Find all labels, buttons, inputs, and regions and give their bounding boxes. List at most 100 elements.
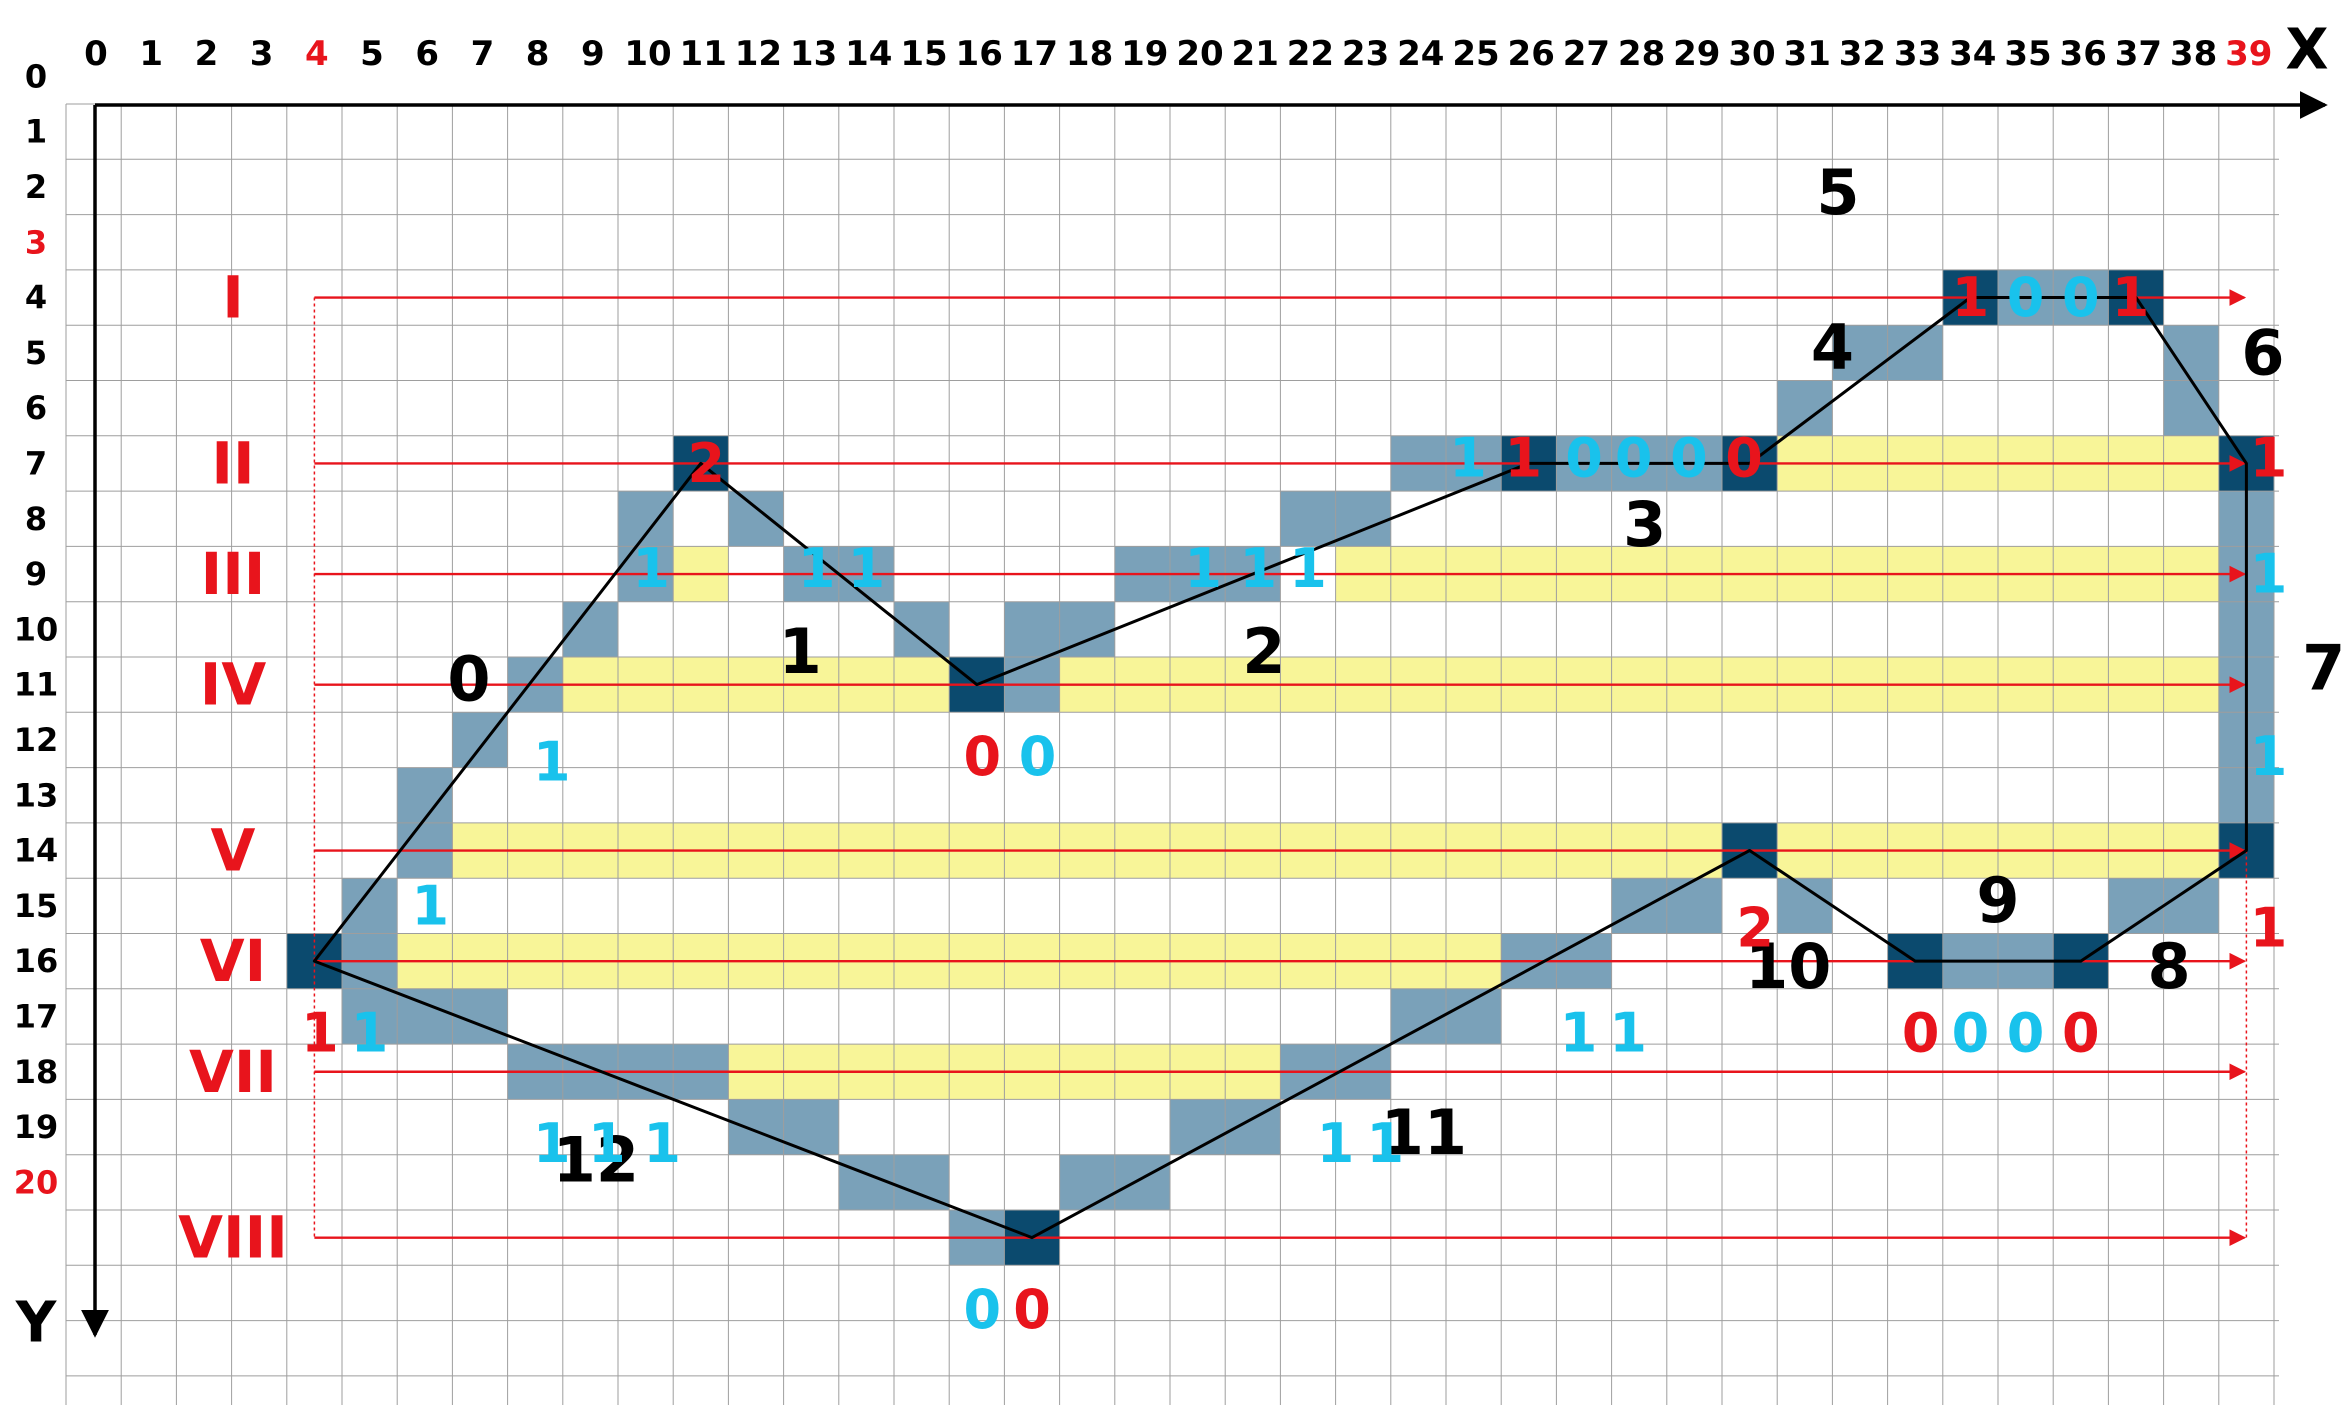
edge-number: 4 xyxy=(1811,311,1854,384)
y-tick-label: 7 xyxy=(25,444,47,482)
y-tick-label: 4 xyxy=(25,279,47,317)
y-tick-label: 20 xyxy=(14,1163,59,1201)
intersection-count: 1 xyxy=(2112,266,2150,329)
x-tick-label: 24 xyxy=(1397,34,1444,74)
edge-cell xyxy=(342,988,398,1045)
x-tick-label: 7 xyxy=(471,34,495,74)
intersection-count: 0 xyxy=(2062,1002,2100,1065)
intersection-count: 1 xyxy=(1366,1112,1404,1175)
scanline-numeral: II xyxy=(211,429,254,497)
edge-number: 0 xyxy=(447,643,490,716)
x-tick-label: 5 xyxy=(360,34,384,74)
scanline-numeral: VIII xyxy=(178,1204,288,1272)
intersection-count: 1 xyxy=(412,874,450,937)
y-tick-label: 10 xyxy=(14,610,59,648)
x-tick-label: 18 xyxy=(1066,34,1113,74)
edge-number: 11 xyxy=(1381,1096,1467,1169)
edge-number: 8 xyxy=(2148,930,2191,1003)
intersection-count: 0 xyxy=(964,725,1002,788)
edge-number: 12 xyxy=(553,1124,639,1197)
x-tick-label: 14 xyxy=(845,34,892,74)
edge-number: 6 xyxy=(2241,316,2284,389)
x-tick-label: 34 xyxy=(1949,34,1996,74)
edge-number: 10 xyxy=(1745,930,1831,1003)
intersection-count: 1 xyxy=(1289,537,1327,600)
intersection-count: 2 xyxy=(688,432,726,495)
intersection-count: 1 xyxy=(533,1112,571,1175)
x-tick-label: 38 xyxy=(2170,34,2217,74)
x-tick-label: 22 xyxy=(1287,34,1334,74)
x-tick-label: 20 xyxy=(1176,34,1223,74)
intersection-count: 0 xyxy=(1615,426,1653,489)
x-tick-label: 21 xyxy=(1232,34,1279,74)
intersection-count: 1 xyxy=(1449,426,1487,489)
intersection-count: 0 xyxy=(1902,1002,1940,1065)
x-tick-label: 9 xyxy=(581,34,605,74)
y-tick-label: 9 xyxy=(25,555,47,593)
intersection-count: 0 xyxy=(964,1278,1002,1341)
x-tick-label: 16 xyxy=(956,34,1003,74)
y-tick-label: 18 xyxy=(14,1053,59,1091)
y-tick-label: 8 xyxy=(25,500,47,538)
edge-number: 3 xyxy=(1623,488,1666,561)
intersection-count: 1 xyxy=(1952,266,1990,329)
edge-cell xyxy=(342,878,398,934)
intersection-count: 0 xyxy=(2007,1002,2045,1065)
x-tick-label: 2 xyxy=(195,34,219,74)
x-tick-label: 6 xyxy=(415,34,439,74)
x-tick-label: 23 xyxy=(1342,34,1389,74)
y-tick-label: 6 xyxy=(25,389,47,427)
intersection-count: 1 xyxy=(533,731,571,794)
intersection-count: 1 xyxy=(1184,537,1222,600)
y-axis-label: Y xyxy=(15,1291,58,1356)
intersection-count: 0 xyxy=(2062,266,2100,329)
y-tick-label: 16 xyxy=(14,942,59,980)
polygon-outline xyxy=(312,296,2248,1240)
x-tick-label: 39 xyxy=(2225,34,2272,74)
y-tick-label: 2 xyxy=(25,168,47,206)
x-tick-label: 19 xyxy=(1121,34,1168,74)
edge-cell xyxy=(1446,988,1502,1045)
x-tick-label: 25 xyxy=(1452,34,1499,74)
x-tick-label: 4 xyxy=(305,34,329,74)
label-layer: 0 1 2 3 4 5 6 7 8 9 10 11 12 13 14 15 16 17 18 19 20 21 22 23 24… xyxy=(14,18,2346,1356)
polygon-layer xyxy=(312,296,2248,1240)
axes-layer xyxy=(81,91,2328,1338)
edge-cell xyxy=(1611,878,1667,934)
intersection-count: 1 xyxy=(1504,426,1542,489)
scanline-numeral: V xyxy=(211,817,256,885)
x-tick-label: 33 xyxy=(1894,34,1941,74)
y-tick-label: 19 xyxy=(14,1108,59,1146)
x-tick-label: 29 xyxy=(1673,34,1720,74)
y-tick-label: 14 xyxy=(14,832,59,870)
edge-cell xyxy=(1666,878,1722,934)
x-tick-label: 15 xyxy=(900,34,947,74)
y-tick-label: 12 xyxy=(14,721,59,759)
x-tick-label: 13 xyxy=(790,34,837,74)
x-tick-label: 17 xyxy=(1011,34,1058,74)
intersection-count: 0 xyxy=(2007,266,2045,329)
x-tick-label: 11 xyxy=(680,34,727,74)
intersection-count: 1 xyxy=(798,537,836,600)
x-tick-label: 0 xyxy=(84,34,108,74)
scanline-numeral: IV xyxy=(200,651,267,719)
intersection-count: 1 xyxy=(1560,1002,1598,1065)
intersection-count: 0 xyxy=(1019,725,1057,788)
x-tick-label: 37 xyxy=(2115,34,2162,74)
y-tick-label: 11 xyxy=(14,666,59,704)
x-tick-label: 30 xyxy=(1728,34,1775,74)
intersection-count: 2 xyxy=(1736,896,1774,959)
x-tick-label: 8 xyxy=(526,34,550,74)
edge-cell xyxy=(1170,1099,1226,1155)
y-tick-label: 13 xyxy=(14,776,59,814)
edge-cell xyxy=(1390,988,1446,1045)
x-tick-label: 31 xyxy=(1784,34,1831,74)
intersection-count: 0 xyxy=(1952,1002,1990,1065)
intersection-count: 0 xyxy=(1013,1278,1051,1341)
intersection-count: 1 xyxy=(848,537,886,600)
edge-cell xyxy=(1280,491,1336,547)
y-tick-label: 3 xyxy=(25,223,47,261)
intersection-count: 1 xyxy=(1317,1112,1355,1175)
y-tick-label: 17 xyxy=(14,997,59,1035)
edge-number: 9 xyxy=(1976,864,2019,937)
